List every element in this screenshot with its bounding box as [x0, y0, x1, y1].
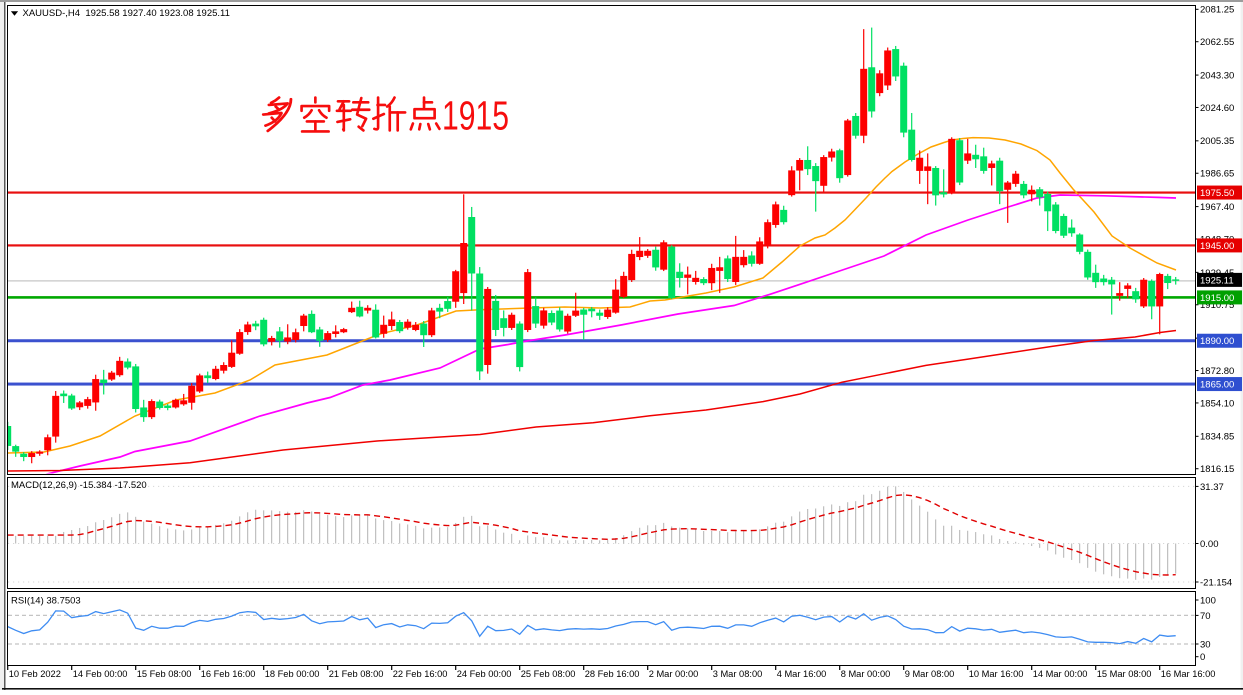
svg-text:3 Mar 08:00: 3 Mar 08:00	[713, 669, 763, 679]
svg-text:1865.00: 1865.00	[1200, 379, 1234, 390]
svg-text:15 Feb 08:00: 15 Feb 08:00	[137, 669, 192, 679]
svg-text:1915.00: 1915.00	[1200, 293, 1234, 304]
svg-text:2043.30: 2043.30	[1200, 70, 1234, 81]
svg-text:21 Feb 08:00: 21 Feb 08:00	[329, 669, 384, 679]
svg-text:MACD(12,26,9) -15.384 -17.520: MACD(12,26,9) -15.384 -17.520	[11, 480, 147, 491]
svg-text:14 Feb 00:00: 14 Feb 00:00	[73, 669, 128, 679]
svg-text:2005.35: 2005.35	[1200, 136, 1234, 147]
svg-text:30: 30	[1200, 639, 1211, 650]
svg-text:10 Mar 16:00: 10 Mar 16:00	[969, 669, 1024, 679]
svg-text:1975.50: 1975.50	[1200, 188, 1234, 199]
svg-text:1872.80: 1872.80	[1200, 366, 1234, 377]
svg-text:16 Mar 16:00: 16 Mar 16:00	[1161, 669, 1216, 679]
svg-text:2 Mar 00:00: 2 Mar 00:00	[649, 669, 699, 679]
svg-text:XAUUSD-,H4 1925.58 1927.40 19: XAUUSD-,H4 1925.58 1927.40 1923.08 1925.…	[23, 8, 230, 19]
svg-text:2081.25: 2081.25	[1200, 5, 1234, 16]
svg-text:2024.60: 2024.60	[1200, 103, 1234, 114]
svg-text:10 Feb 2022: 10 Feb 2022	[9, 669, 61, 679]
svg-text:1915: 1915	[442, 93, 509, 139]
svg-text:1816.15: 1816.15	[1200, 464, 1234, 475]
svg-text:100: 100	[1200, 595, 1216, 606]
svg-text:-21.154: -21.154	[1200, 577, 1232, 588]
svg-text:8 Mar 00:00: 8 Mar 00:00	[841, 669, 891, 679]
svg-text:22 Feb 16:00: 22 Feb 16:00	[393, 669, 448, 679]
svg-text:24 Feb 00:00: 24 Feb 00:00	[457, 669, 512, 679]
svg-text:1967.40: 1967.40	[1200, 202, 1234, 213]
svg-text:28 Feb 16:00: 28 Feb 16:00	[585, 669, 640, 679]
svg-text:2062.55: 2062.55	[1200, 37, 1234, 48]
svg-text:1854.10: 1854.10	[1200, 398, 1234, 409]
svg-text:9 Mar 08:00: 9 Mar 08:00	[905, 669, 955, 679]
svg-text:70: 70	[1200, 611, 1211, 622]
svg-text:25 Feb 08:00: 25 Feb 08:00	[521, 669, 576, 679]
svg-text:1834.85: 1834.85	[1200, 432, 1234, 443]
svg-text:4 Mar 16:00: 4 Mar 16:00	[777, 669, 827, 679]
svg-text:1890.00: 1890.00	[1200, 336, 1234, 347]
svg-text:1945.00: 1945.00	[1200, 241, 1234, 252]
svg-text:0: 0	[1200, 652, 1205, 663]
svg-text:18 Feb 00:00: 18 Feb 00:00	[265, 669, 320, 679]
svg-text:0.00: 0.00	[1200, 539, 1219, 550]
svg-text:1986.65: 1986.65	[1200, 169, 1234, 180]
svg-text:14 Mar 00:00: 14 Mar 00:00	[1033, 669, 1088, 679]
svg-text:15 Mar 08:00: 15 Mar 08:00	[1097, 669, 1152, 679]
svg-text:16 Feb 16:00: 16 Feb 16:00	[201, 669, 256, 679]
svg-text:31.37: 31.37	[1200, 482, 1224, 493]
svg-text:RSI(14) 38.7503: RSI(14) 38.7503	[11, 596, 81, 607]
svg-text:1925.11: 1925.11	[1200, 275, 1234, 286]
